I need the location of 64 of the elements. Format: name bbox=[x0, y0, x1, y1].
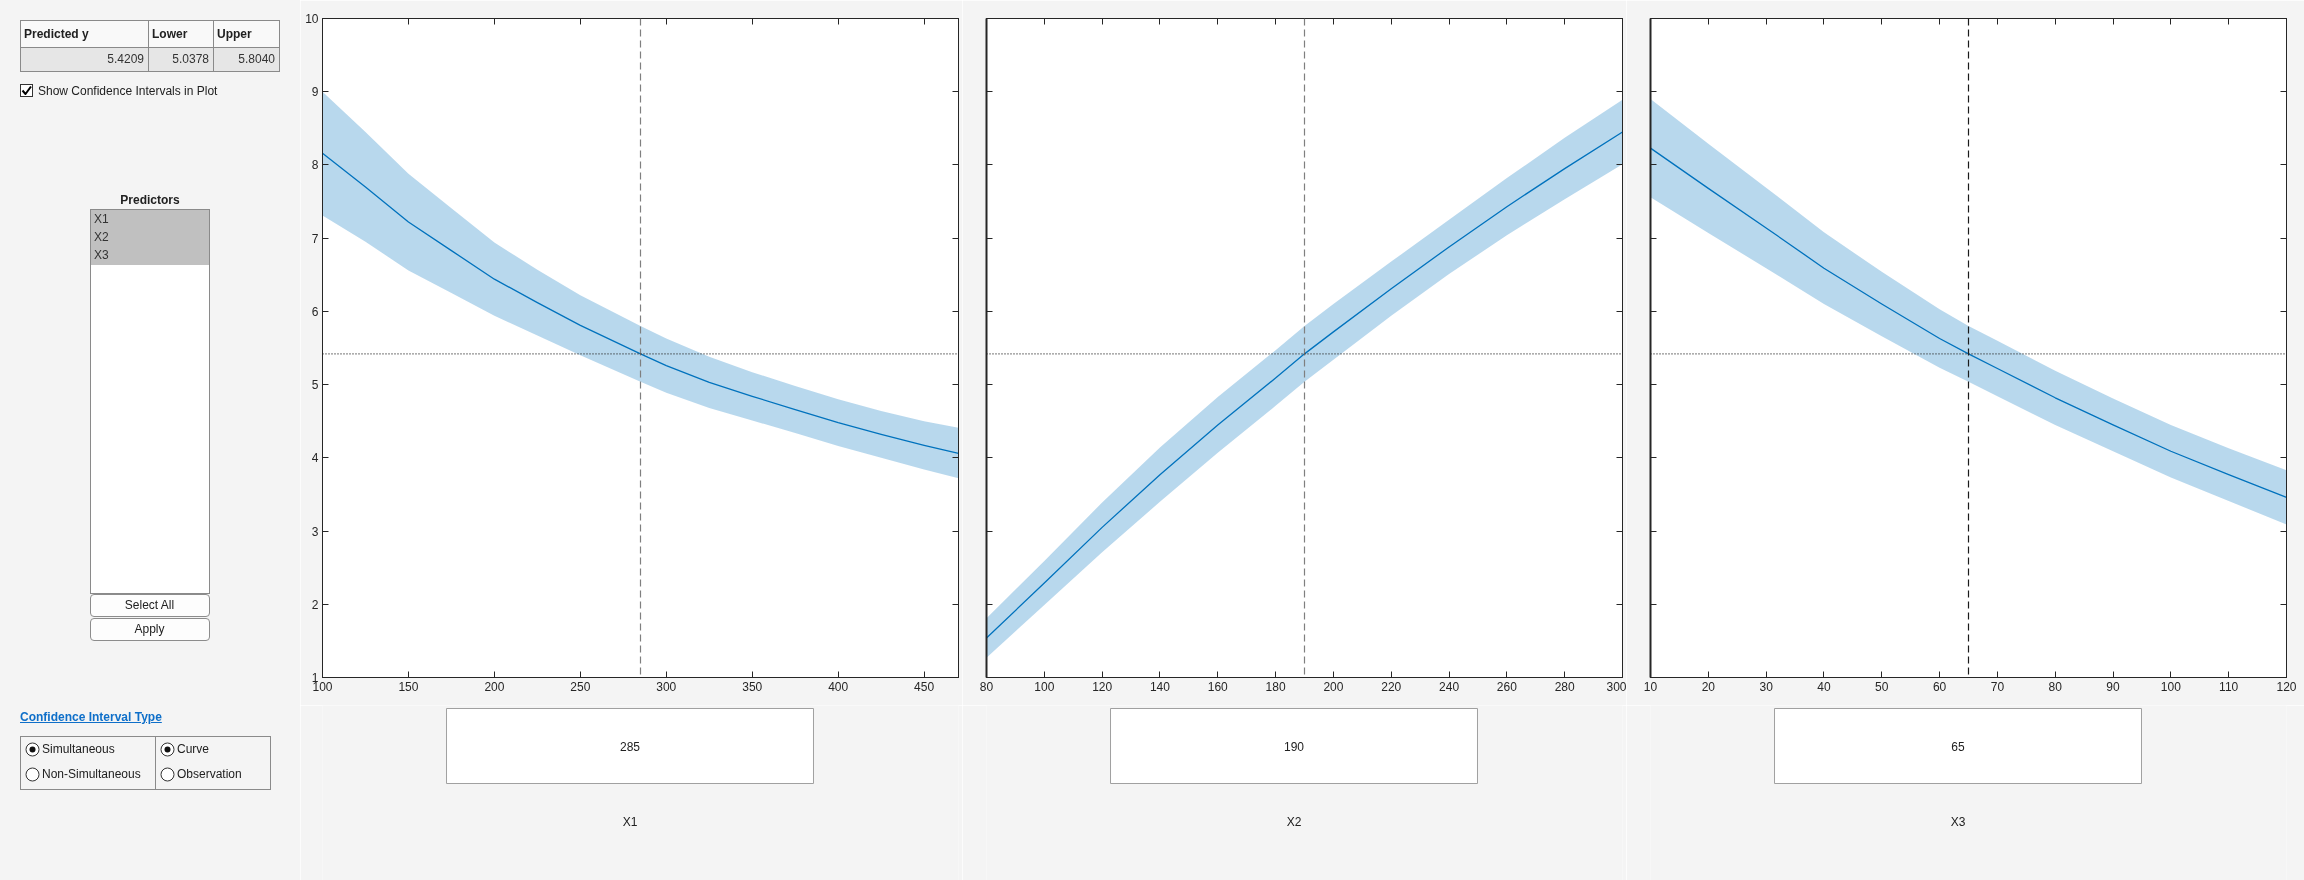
y-tick-label: 8 bbox=[311, 158, 319, 173]
x-tick-label: 450 bbox=[914, 679, 935, 694]
x-tick-label: 260 bbox=[1496, 679, 1518, 694]
text: Predicted y bbox=[24, 26, 89, 41]
x-tick-label: 70 bbox=[1990, 679, 2005, 694]
y-tick-label: 10 bbox=[305, 12, 319, 26]
x-tick-label: 250 bbox=[570, 679, 591, 694]
text: 5.0378 bbox=[172, 52, 209, 66]
x-tick-label: 90 bbox=[2106, 679, 2121, 694]
y-tick-label: 5 bbox=[311, 378, 319, 393]
y-tick-label: 6 bbox=[311, 304, 319, 319]
text: X1 bbox=[94, 212, 109, 226]
x-tick-label: 10 bbox=[1643, 679, 1658, 694]
x-tick-label: 150 bbox=[398, 679, 419, 694]
text: 285 bbox=[620, 739, 641, 754]
x-tick-label: 160 bbox=[1207, 679, 1229, 694]
x-tick-label: 140 bbox=[1149, 679, 1171, 694]
x-axis-title: X2 bbox=[1286, 814, 1302, 829]
text: X3 bbox=[94, 248, 109, 262]
x-tick-label: 110 bbox=[2219, 679, 2239, 694]
x-tick-label: 120 bbox=[1092, 679, 1113, 694]
x-tick-label: 80 bbox=[979, 679, 994, 694]
text: Simultaneous bbox=[42, 742, 115, 756]
text: Lower bbox=[152, 26, 188, 41]
text: Confidence Interval Type bbox=[20, 710, 162, 724]
y-tick-label: 3 bbox=[311, 524, 319, 539]
x-tick-label: 50 bbox=[1875, 679, 1889, 694]
y-tick-label: 9 bbox=[311, 85, 319, 100]
x-axis-title: X3 bbox=[1950, 814, 1966, 829]
x-tick-label: 180 bbox=[1265, 679, 1286, 694]
text: Curve bbox=[177, 742, 210, 756]
text: Observation bbox=[177, 767, 242, 781]
x-tick-label: 280 bbox=[1554, 679, 1576, 694]
text: Apply bbox=[134, 622, 165, 636]
x-tick-label: 100 bbox=[1034, 679, 1055, 694]
x-tick-label: 240 bbox=[1439, 679, 1460, 694]
x-tick-label: 100 bbox=[2160, 679, 2182, 694]
x-tick-label: 20 bbox=[1701, 679, 1716, 694]
x-tick-label: 30 bbox=[1759, 679, 1774, 694]
x-tick-label: 220 bbox=[1381, 679, 1402, 694]
text: Show Confidence Intervals in Plot bbox=[38, 83, 218, 98]
x-tick-label: 300 bbox=[656, 679, 677, 694]
y-tick-label: 2 bbox=[311, 597, 319, 612]
x-tick-label: 120 bbox=[2276, 679, 2297, 694]
x-tick-label: 300 bbox=[1606, 679, 1627, 694]
y-tick-label: 4 bbox=[311, 451, 319, 466]
x-tick-label: 200 bbox=[484, 679, 505, 694]
text: 5.8040 bbox=[238, 52, 275, 66]
text: Select All bbox=[124, 598, 175, 612]
x-tick-label: 40 bbox=[1817, 679, 1831, 694]
text: 190 bbox=[1284, 739, 1305, 754]
x-axis-title: X1 bbox=[622, 814, 638, 829]
x-tick-label: 350 bbox=[742, 679, 763, 694]
text: Non-Simultaneous bbox=[42, 767, 141, 781]
text: 5.4209 bbox=[107, 52, 144, 66]
x-tick-label: 400 bbox=[828, 679, 849, 694]
x-tick-label: 80 bbox=[2048, 679, 2063, 694]
text: Upper bbox=[217, 26, 252, 41]
text: 65 bbox=[1951, 739, 1966, 754]
text: Predictors bbox=[120, 193, 180, 207]
x-tick-label: 60 bbox=[1932, 679, 1947, 694]
x-tick-label: 200 bbox=[1323, 679, 1344, 694]
y-tick-label: 7 bbox=[311, 231, 319, 246]
text: X2 bbox=[94, 230, 109, 244]
